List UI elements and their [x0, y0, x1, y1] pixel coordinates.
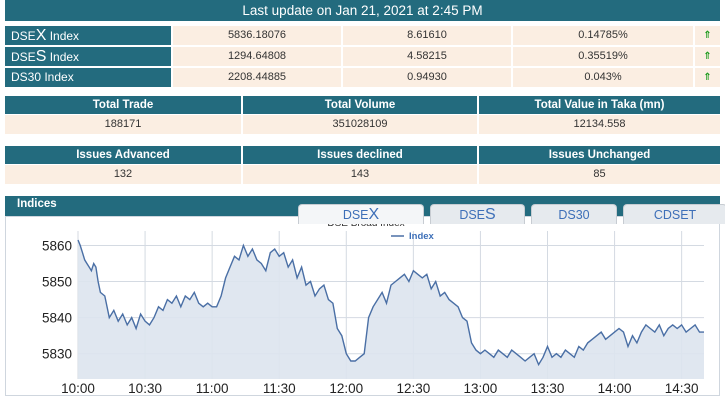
issues-declined-header: Issues declined [243, 146, 479, 164]
issues-declined-value: 143 [243, 165, 479, 184]
y-tick-label: 5860 [42, 238, 72, 253]
tab-ds30[interactable]: DS30 [531, 204, 617, 224]
index-summary-table: DSEX Index 5836.18076 8.61610 0.14785% ⇑… [5, 26, 720, 89]
up-arrow-icon: ⇑ [693, 26, 720, 45]
index-series-line [77, 239, 704, 367]
issues-unchanged-value: 85 [479, 165, 720, 184]
index-row-ds30: DS30 Index 2208.44885 0.94930 0.043% ⇑ [5, 68, 720, 87]
legend-label: Index [409, 231, 435, 242]
x-tick-label: 13:00 [464, 381, 498, 395]
index-percent: 0.043% [511, 68, 693, 87]
x-tick-label: 11:30 [263, 381, 296, 395]
index-percent: 0.14785% [511, 26, 693, 45]
index-name-dsex[interactable]: DSEX Index [5, 26, 171, 45]
index-change: 8.61610 [341, 26, 511, 45]
tab-dses[interactable]: DSES [430, 204, 525, 224]
y-tick-label: 5850 [42, 275, 72, 290]
x-tick-label: 12:00 [329, 381, 363, 395]
up-arrow-icon: ⇑ [693, 68, 720, 87]
index-name-dses[interactable]: DSES Index [5, 47, 171, 66]
index-value: 2208.44885 [171, 68, 341, 87]
x-tick-label: 13:30 [531, 381, 565, 395]
total-trade-value: 188171 [5, 115, 243, 134]
x-tick-label: 14:30 [665, 381, 699, 395]
y-tick-label: 5840 [42, 311, 72, 326]
tab-cdset[interactable]: CDSET [623, 204, 725, 224]
index-series-area [78, 240, 704, 379]
x-tick-label: 10:30 [128, 381, 162, 395]
index-change: 0.94930 [341, 68, 511, 87]
x-tick-label: 14:00 [598, 381, 632, 395]
index-tabs: DSEX DSES DS30 CDSET [298, 204, 725, 224]
last-update-banner: Last update on Jan 21, 2021 at 2:45 PM [5, 0, 720, 21]
issues-summary: Issues Advanced Issues declined Issues U… [5, 146, 720, 184]
x-tick-label: 12:30 [396, 381, 430, 395]
y-tick-label: 5830 [42, 347, 72, 362]
up-arrow-icon: ⇑ [693, 47, 720, 66]
index-chart: 10:00 10:30 11:00 11:30 12:00 12:30 13:00 13:30… [42, 218, 704, 395]
index-value: 5836.18076 [171, 26, 341, 45]
index-row-dses: DSES Index 1294.64808 4.58215 0.35519% ⇑ [5, 47, 720, 66]
index-change: 4.58215 [341, 47, 511, 66]
issues-unchanged-header: Issues Unchanged [479, 146, 720, 164]
total-value-header: Total Value in Taka (mn) [479, 96, 720, 114]
index-name-ds30[interactable]: DS30 Index [5, 68, 171, 87]
index-percent: 0.35519% [511, 47, 693, 66]
x-tick-label: 11:00 [196, 381, 229, 395]
x-tick-label: 10:00 [61, 381, 95, 395]
tab-dsex[interactable]: DSEX [298, 204, 424, 224]
issues-advanced-header: Issues Advanced [5, 146, 243, 164]
total-value-value: 12134.558 [479, 115, 720, 134]
trade-summary: Total Trade Total Volume Total Value in … [5, 96, 720, 134]
total-trade-header: Total Trade [5, 96, 243, 114]
total-volume-value: 351028109 [243, 115, 479, 134]
index-row-dsex: DSEX Index 5836.18076 8.61610 0.14785% ⇑ [5, 26, 720, 45]
index-chart-panel: 10:00 10:30 11:00 11:30 12:00 12:30 13:00 13:30… [5, 216, 720, 396]
index-value: 1294.64808 [171, 47, 341, 66]
total-volume-header: Total Volume [243, 96, 479, 114]
issues-advanced-value: 132 [5, 165, 243, 184]
